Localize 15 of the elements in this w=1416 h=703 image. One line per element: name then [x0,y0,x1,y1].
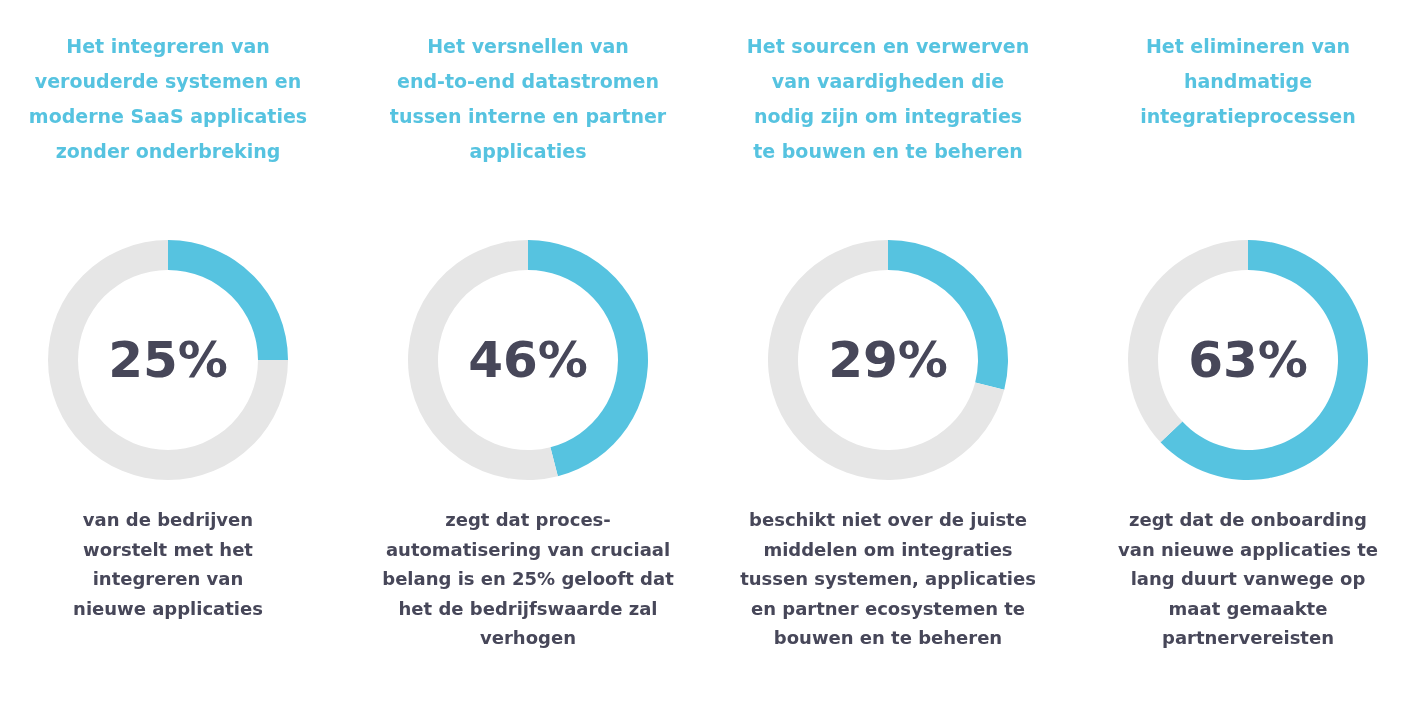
text: 46% [468,331,588,389]
text: van de bedrijven worstelt met het integreren van nieuwe applicaties [73,509,263,619]
text: beschikt niet over de juiste middelen om integraties tussen systemen, applicaties en partner ecosystemen te bouwen en te beheren [740,509,1036,648]
chart-title: Het integreren van verouderde systemen en moderne SaaS applicaties zonder onderbreking [28,35,308,162]
text: 29% [828,331,948,389]
chart-title: Het versnellen van end-to-end datastromen tussen interne en partner applicaties [389,35,667,162]
text: 63% [1188,331,1308,389]
donut-slice [768,240,1005,480]
chart-title: Het elimineren van handmatige integratieprocessen [1140,35,1356,127]
donut-slice [48,240,288,480]
text: zegt dat proces- automatisering van cruciaal belang is en 25% gelooft dat het de bedrijfswaarde zal verhogen [382,509,675,648]
chart-title: Het sourcen en verwerven van vaardigheden die nodig zijn om integraties te bouwen en te beheren [746,35,1030,162]
donut-slice [1160,240,1368,480]
text: zegt dat de onboarding van nieuwe applicaties te lang duurt vanwege op maat gemaakte partnervereisten [1118,509,1378,648]
text: 25% [108,331,228,389]
